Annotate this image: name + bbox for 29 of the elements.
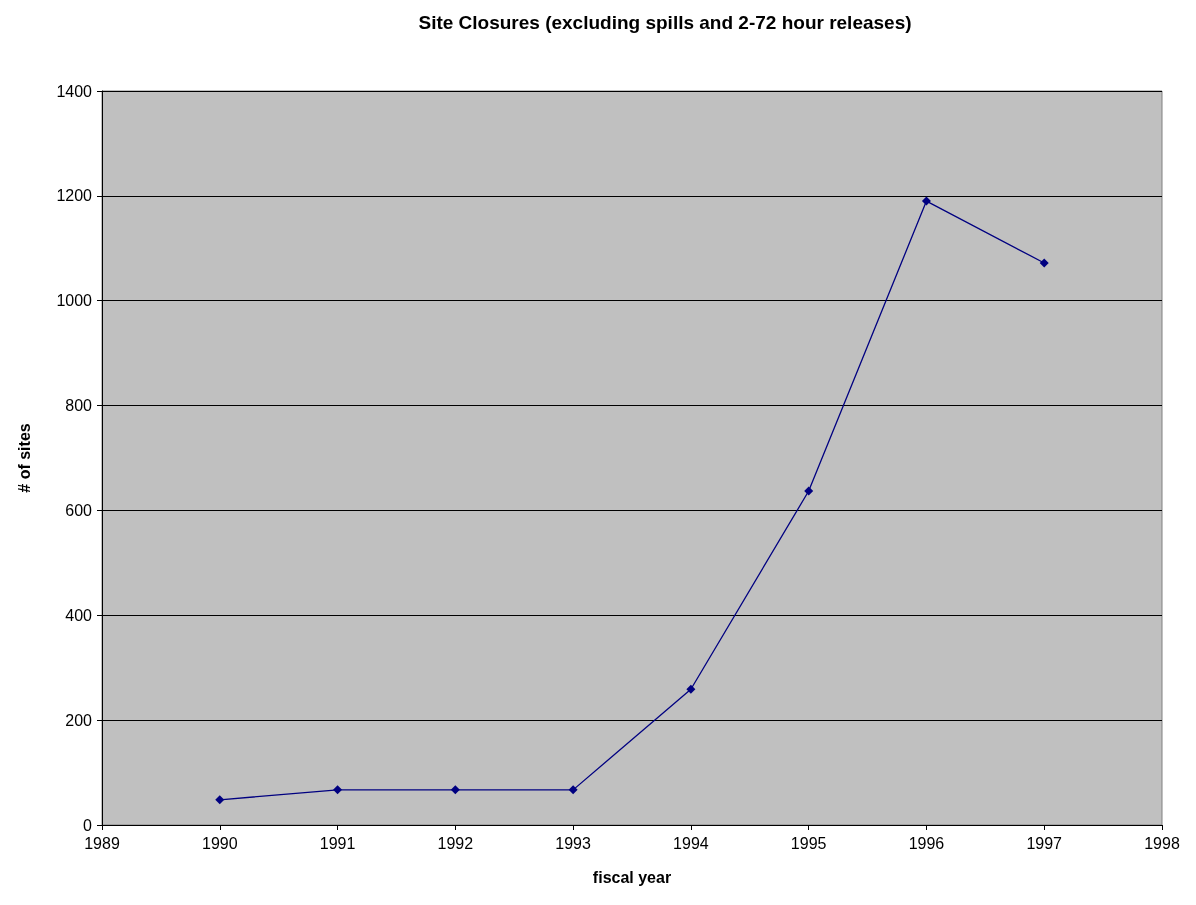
x-tick-label: 1995	[790, 834, 827, 852]
x-tick-label: 1990	[201, 834, 238, 852]
x-tick-label: 1992	[437, 834, 474, 852]
point	[568, 785, 578, 795]
y-tick-label: 0	[83, 816, 93, 834]
point	[686, 684, 696, 694]
point	[450, 785, 460, 795]
x-tick-label: 1991	[319, 834, 356, 852]
point	[921, 196, 931, 206]
x-tick-label: 1997	[1026, 834, 1063, 852]
y-tick-label: 400	[65, 606, 93, 624]
chart-title: Site Closures (excluding spills and 2-72 hour releases)	[418, 12, 912, 33]
x-tick-label: 1996	[908, 834, 945, 852]
point	[1039, 258, 1049, 268]
point	[215, 795, 225, 805]
y-tick-label: 600	[65, 501, 93, 519]
y-tick-label: 1200	[56, 187, 93, 205]
point	[804, 486, 814, 496]
y-tick-label: 800	[65, 397, 93, 415]
x-tick-label: 1994	[673, 834, 709, 852]
y-tick-label: 1000	[56, 292, 93, 310]
x-axis-title: fiscal year	[592, 868, 672, 886]
y-tick-label: 200	[65, 711, 93, 729]
point	[333, 785, 343, 795]
x-tick-label: 1993	[555, 834, 592, 852]
y-axis-title: # of sites	[15, 423, 33, 493]
y-tick-label: 1400	[56, 82, 93, 100]
x-tick-label: 1998	[1144, 834, 1180, 852]
x-tick-label: 1989	[84, 834, 120, 852]
